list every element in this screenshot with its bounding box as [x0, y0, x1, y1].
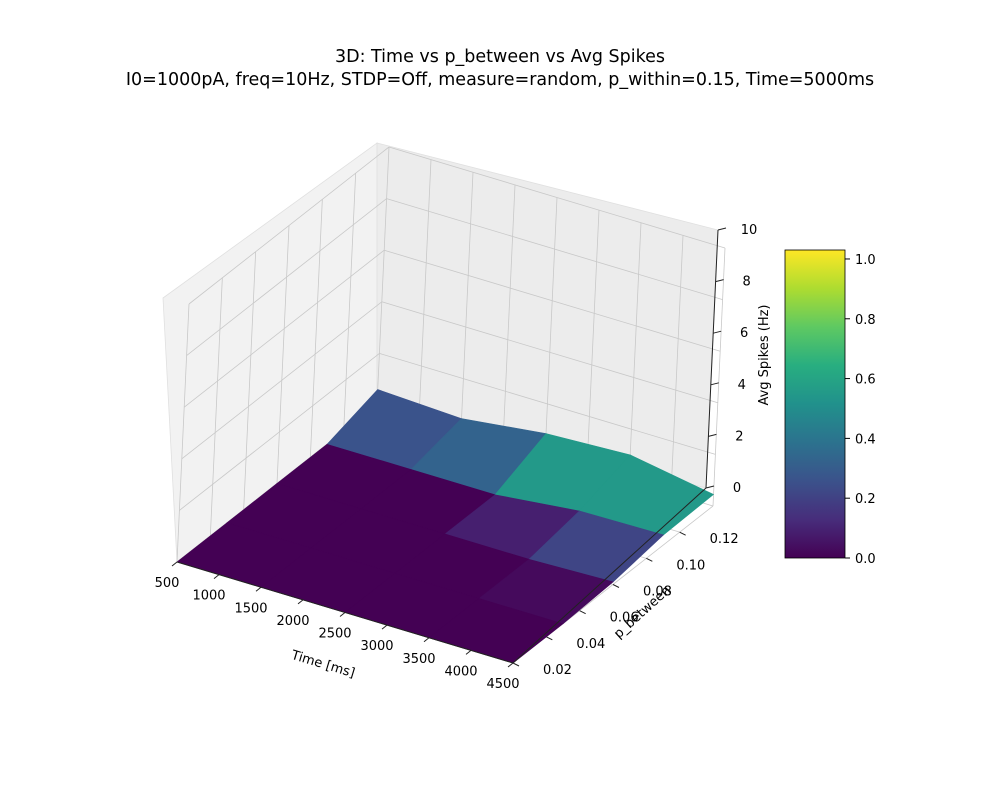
- x-tick-label: 4500: [486, 677, 519, 692]
- x-tick: [423, 637, 430, 643]
- y-tick: [612, 584, 620, 588]
- x-tick: [213, 574, 220, 580]
- y-tick-label: 0.06: [610, 611, 639, 626]
- colorbar-tick-label: 0.4: [855, 432, 876, 447]
- gridline-z-left: [181, 301, 383, 460]
- z-tick: [705, 485, 715, 489]
- x-tick: [297, 599, 304, 605]
- gridline-x-back: [376, 146, 390, 406]
- x-tick: [465, 649, 472, 655]
- z-axis-label: Avg Spikes (Hz): [757, 304, 772, 405]
- gridline-x-back: [712, 247, 726, 507]
- x-tick-label: 1500: [234, 601, 267, 616]
- y-tick: [679, 531, 686, 536]
- x-tick: [507, 662, 514, 668]
- z-tick-label: 10: [741, 223, 758, 238]
- gridline-y-left: [309, 199, 323, 458]
- z-tick-label: 6: [740, 326, 748, 341]
- z-tick: [708, 433, 717, 437]
- x-tick-label: 1000: [192, 589, 225, 604]
- colorbar-tick-label: 0.8: [855, 313, 876, 328]
- x-tick: [255, 586, 262, 592]
- y-axis-line: [512, 487, 707, 664]
- x-tick-label: 3000: [360, 639, 393, 654]
- gridline-x-back: [544, 197, 558, 456]
- z-tick: [717, 227, 727, 231]
- chart-title-block: 3D: Time vs p_between vs Avg Spikes I0=1…: [0, 46, 1000, 92]
- y-tick-label: 0.02: [543, 663, 572, 678]
- gridline-x-back: [586, 210, 600, 469]
- x-tick: [171, 561, 178, 567]
- y-tick: [579, 610, 586, 615]
- gridline-y-left: [343, 173, 357, 432]
- y-tick: [646, 557, 653, 562]
- z-axis-line: [705, 229, 719, 489]
- gridline-z-back: [379, 353, 716, 455]
- x-tick-label: 2500: [318, 627, 351, 642]
- z-tick: [715, 279, 724, 283]
- gridline-y-left: [243, 251, 257, 510]
- gridline-z-left: [188, 146, 390, 305]
- colorbar-tick-label: 1.0: [855, 253, 876, 268]
- gridline-x-back: [418, 159, 432, 418]
- gridline-z-back: [381, 301, 718, 404]
- gridline-x-back: [670, 235, 684, 494]
- y-tick: [546, 636, 553, 641]
- gridline-z-left: [179, 353, 380, 511]
- colorbar-tick-label: 0.0: [855, 552, 876, 567]
- gridline-x-back: [460, 172, 474, 431]
- z-tick: [713, 330, 722, 334]
- y-tick: [512, 662, 520, 667]
- z-tick: [710, 382, 719, 386]
- gridline-y-left: [176, 303, 190, 563]
- y-tick-label: 0.04: [576, 637, 605, 652]
- z-tick-label: 4: [738, 378, 746, 393]
- y-tick-label: 0.08: [643, 585, 672, 600]
- gridline-z-back: [386, 198, 723, 300]
- gridline-y-left: [276, 225, 290, 484]
- x-tick-label: 500: [155, 576, 180, 591]
- x-tick: [381, 624, 388, 630]
- colorbar-tick-label: 0.2: [855, 492, 876, 507]
- gridline-z-back: [384, 249, 721, 352]
- y-tick-label: 0.12: [710, 532, 739, 547]
- gridline-z-left: [186, 198, 387, 356]
- gridline-z-left: [183, 249, 385, 408]
- colorbar: 0.0 0.2 0.4 0.6 0.8 1.0: [784, 249, 876, 567]
- z-tick-label: 0: [733, 481, 741, 496]
- gridline-z-back: [388, 146, 726, 249]
- z-tick-label: 8: [742, 275, 750, 290]
- x-tick-label: 2000: [276, 614, 309, 629]
- axis-ticks: 500 1000 1500 2000 2500 3000 3500 4000 4500 0.02 0…: [155, 223, 758, 692]
- x-tick-label: 3500: [402, 652, 435, 667]
- z-tick-label: 2: [735, 429, 743, 444]
- surface-mesh: [176, 389, 715, 664]
- chart-subtitle: I0=1000pA, freq=10Hz, STDP=Off, measure=…: [125, 70, 875, 90]
- gridline-x-back: [628, 222, 642, 481]
- gridline-y-left: [209, 277, 223, 536]
- colorbar-ticks: 0.0 0.2 0.4 0.6 0.8 1.0: [845, 253, 876, 567]
- x-tick: [339, 612, 346, 617]
- colorbar-tick-label: 0.6: [855, 373, 876, 388]
- gridline-x-back: [502, 184, 516, 443]
- chart-title: 3D: Time vs p_between vs Avg Spikes: [334, 47, 666, 67]
- x-tick-label: 4000: [444, 664, 477, 679]
- colorbar-gradient: [784, 249, 846, 559]
- x-axis-label: Time [ms]: [289, 648, 357, 682]
- y-tick-label: 0.10: [676, 558, 705, 573]
